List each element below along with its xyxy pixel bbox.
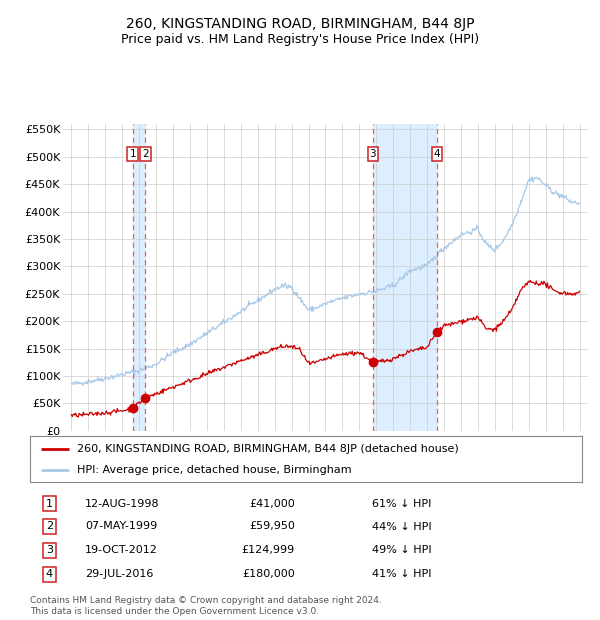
Text: 07-MAY-1999: 07-MAY-1999 [85,521,157,531]
Text: 44% ↓ HPI: 44% ↓ HPI [372,521,432,531]
Text: £124,999: £124,999 [242,546,295,556]
Text: 2: 2 [142,149,148,159]
Text: 19-OCT-2012: 19-OCT-2012 [85,546,158,556]
Text: 2: 2 [46,521,53,531]
Text: £180,000: £180,000 [242,569,295,580]
Text: £59,950: £59,950 [249,521,295,531]
Text: HPI: Average price, detached house, Birmingham: HPI: Average price, detached house, Birm… [77,465,352,476]
Text: 61% ↓ HPI: 61% ↓ HPI [372,498,431,508]
Bar [373,124,437,431]
Text: Contains HM Land Registry data © Crown copyright and database right 2024.
This d: Contains HM Land Registry data © Crown c… [30,596,382,616]
Text: 3: 3 [46,546,53,556]
Text: 41% ↓ HPI: 41% ↓ HPI [372,569,432,580]
Text: 1: 1 [130,149,136,159]
Text: 260, KINGSTANDING ROAD, BIRMINGHAM, B44 8JP: 260, KINGSTANDING ROAD, BIRMINGHAM, B44 … [126,17,474,32]
Text: 4: 4 [46,569,53,580]
Text: £41,000: £41,000 [249,498,295,508]
Text: Price paid vs. HM Land Registry's House Price Index (HPI): Price paid vs. HM Land Registry's House … [121,33,479,46]
Text: 49% ↓ HPI: 49% ↓ HPI [372,546,432,556]
Text: 3: 3 [370,149,376,159]
Text: 4: 4 [434,149,440,159]
Text: 260, KINGSTANDING ROAD, BIRMINGHAM, B44 8JP (detached house): 260, KINGSTANDING ROAD, BIRMINGHAM, B44 … [77,444,458,454]
Text: 1: 1 [46,498,53,508]
Text: 29-JUL-2016: 29-JUL-2016 [85,569,154,580]
Text: 12-AUG-1998: 12-AUG-1998 [85,498,160,508]
Bar [133,124,145,431]
